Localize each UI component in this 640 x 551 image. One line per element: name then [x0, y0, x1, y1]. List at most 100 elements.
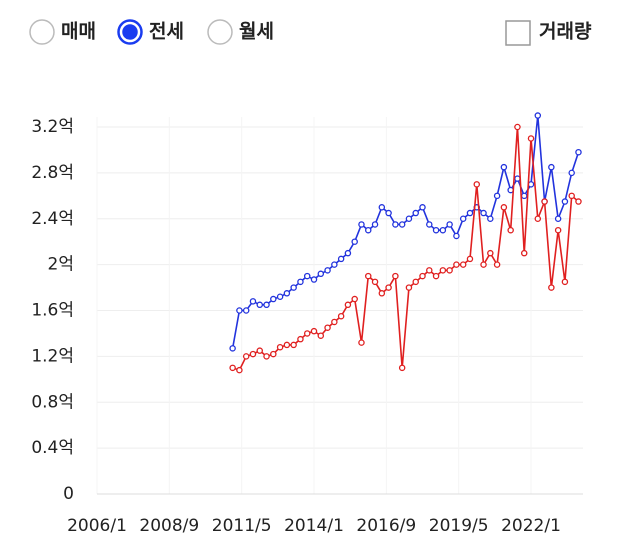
- data-point: [459, 261, 467, 268]
- data-point: [249, 298, 257, 305]
- y-tick-label: 2억: [48, 255, 74, 275]
- data-point: [344, 301, 352, 309]
- data-point: [520, 249, 528, 257]
- x-tick-label: 2006/1: [67, 516, 127, 536]
- data-point: [392, 272, 399, 280]
- data-point: [398, 364, 406, 372]
- data-point: [263, 301, 270, 309]
- data-point: [297, 278, 304, 286]
- data-point: [466, 255, 474, 263]
- y-tick-label: 2.8억: [31, 163, 74, 183]
- data-point: [568, 169, 575, 177]
- data-point: [263, 353, 270, 360]
- radio-button[interactable]: [29, 19, 55, 45]
- data-point: [432, 272, 440, 280]
- data-point: [365, 226, 372, 234]
- data-point: [575, 148, 582, 156]
- data-point: [317, 332, 325, 339]
- y-tick-label: 1.6억: [31, 301, 74, 321]
- data-point: [493, 192, 501, 200]
- data-point: [242, 307, 250, 314]
- data-point: [548, 284, 555, 291]
- data-point: [351, 238, 358, 245]
- data-point: [514, 175, 521, 182]
- data-point: [405, 215, 413, 222]
- data-point: [236, 366, 243, 374]
- data-point: [520, 192, 528, 200]
- data-point: [283, 341, 291, 349]
- data-point: [480, 209, 487, 217]
- data-point: [554, 215, 562, 222]
- radio-label[interactable]: 월세: [239, 21, 274, 43]
- data-point: [412, 278, 419, 286]
- data-point: [310, 327, 318, 335]
- data-point: [290, 284, 297, 291]
- data-point: [290, 341, 297, 349]
- data-point: [568, 192, 575, 200]
- x-tick-label: 2014/1: [284, 516, 344, 536]
- data-point: [317, 270, 325, 278]
- data-point: [392, 221, 399, 228]
- data-point: [324, 324, 331, 331]
- data-point: [426, 221, 433, 228]
- data-point: [371, 278, 379, 286]
- data-point: [412, 209, 419, 217]
- data-point: [426, 267, 433, 274]
- data-point: [256, 347, 264, 354]
- data-point: [534, 112, 542, 119]
- data-point: [249, 350, 257, 358]
- data-point: [358, 221, 365, 228]
- data-point: [439, 267, 447, 274]
- data-point: [439, 226, 447, 234]
- data-point: [371, 221, 379, 228]
- data-point: [398, 221, 406, 228]
- y-tick-label: 1.2억: [31, 346, 74, 366]
- data-point: [229, 364, 236, 372]
- data-point: [514, 123, 521, 131]
- x-tick-label: 2016/9: [356, 516, 416, 536]
- data-point: [473, 181, 481, 188]
- y-tick-label: 3.2억: [31, 117, 74, 137]
- data-point: [310, 276, 318, 283]
- data-point: [365, 272, 372, 280]
- y-tick-label: 0: [63, 484, 74, 504]
- series-line: [232, 126, 579, 372]
- data-point: [554, 226, 562, 234]
- checkbox-label[interactable]: 거래량: [539, 21, 592, 43]
- checkbox[interactable]: [505, 20, 531, 46]
- data-point: [500, 163, 508, 171]
- data-point: [500, 204, 508, 211]
- data-point: [297, 335, 304, 343]
- data-point: [331, 318, 338, 326]
- data-point: [459, 215, 467, 222]
- data-point: [385, 209, 392, 217]
- data-point: [575, 198, 582, 205]
- data-point: [453, 232, 460, 240]
- x-tick-label: 2008/9: [139, 516, 199, 536]
- radio-label[interactable]: 매매: [61, 21, 96, 43]
- data-point: [337, 255, 345, 263]
- data-point: [419, 272, 426, 280]
- data-point: [358, 339, 365, 346]
- data-point: [303, 330, 311, 337]
- y-tick-label: 0.8억: [31, 392, 74, 412]
- data-point: [561, 198, 569, 205]
- data-point: [432, 226, 440, 234]
- data-point: [541, 198, 548, 205]
- data-point: [276, 293, 284, 300]
- data-point: [561, 278, 569, 286]
- data-point: [270, 350, 277, 358]
- data-point: [487, 215, 494, 222]
- y-tick-label: 2.4억: [31, 209, 74, 229]
- y-tick-label: 0.4억: [31, 438, 74, 458]
- data-point: [385, 284, 392, 291]
- data-point: [303, 272, 311, 280]
- series-line: [231, 115, 580, 349]
- x-tick-label: 2011/5: [212, 516, 272, 536]
- radio-label[interactable]: 전세: [149, 21, 184, 43]
- radio-button[interactable]: [207, 19, 233, 45]
- data-point: [405, 284, 413, 291]
- data-point: [548, 163, 555, 171]
- data-point: [419, 204, 426, 211]
